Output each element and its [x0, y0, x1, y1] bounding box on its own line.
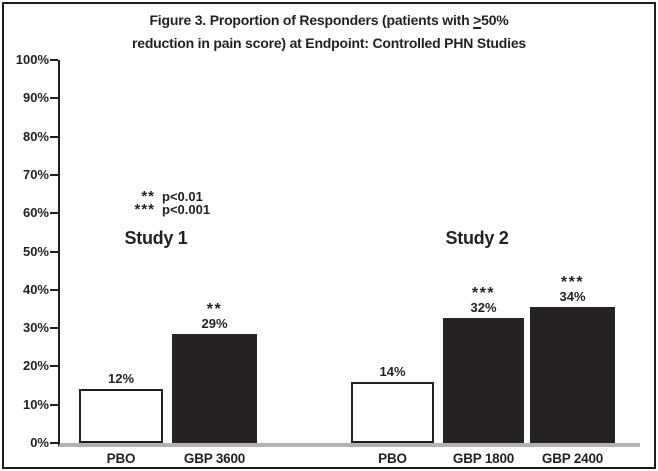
bar-x-label: GBP 1800 — [452, 451, 515, 466]
bar-study1-pbo: 12% PBO — [79, 359, 163, 466]
y-axis-tick — [50, 97, 58, 100]
y-axis-tick — [50, 442, 58, 444]
bar-study1-gbp3600: ** 29% GBP 3600 — [172, 301, 257, 466]
figure-title-line2: reduction in pain score) at Endpoint: Co… — [131, 35, 526, 51]
y-axis-tick-label: 0% — [30, 435, 49, 450]
figure-title: Figure 3. Proportion of Responders (pati… — [0, 9, 658, 55]
y-axis-tick-label: 30% — [22, 320, 49, 336]
greater-equal-sign: > — [473, 12, 482, 28]
bar-value-label: 12% — [107, 371, 135, 386]
legend-marker-double-asterisk: ** — [141, 188, 155, 205]
y-axis-tick-label: 70% — [22, 166, 49, 182]
y-axis-tick-label: 80% — [22, 128, 49, 144]
significance-marker: *** — [560, 274, 585, 291]
bar-value-label: 32% — [470, 300, 497, 315]
bar-value-label: 34% — [559, 289, 586, 304]
y-axis-tick — [50, 135, 58, 138]
bar-value-label: 29% — [201, 316, 228, 331]
bar-rect — [172, 334, 257, 443]
bar-rect — [79, 389, 163, 443]
study1-group-label: Study 1 — [124, 228, 188, 248]
bar-x-label: PBO — [106, 451, 136, 466]
y-axis-labels: 0% 10% 20% 30% 40% 50% 60% 70% 80% 90% 100% — [0, 52, 49, 450]
bar-study2-gbp1800: *** 32% GBP 1800 — [443, 285, 524, 466]
y-axis-tick — [50, 173, 58, 176]
bar-rect — [443, 318, 524, 443]
legend-label: p<0.01 — [162, 189, 203, 204]
legend-marker-triple-asterisk: *** — [134, 201, 155, 218]
significance-marker: ** — [206, 301, 223, 318]
bar-study2-pbo: 14% PBO — [351, 352, 434, 466]
bar-rect — [351, 382, 434, 443]
y-axis-tick — [50, 365, 58, 368]
bar-value-label: 14% — [379, 364, 406, 379]
study2-group-label: Study 2 — [445, 228, 509, 248]
figure-title-line1: Figure 3. Proportion of Responders (pati… — [0, 9, 658, 32]
bar-x-label: GBP 2400 — [541, 451, 604, 466]
y-axis-tick-label: 90% — [22, 90, 49, 106]
y-axis-tick — [50, 212, 58, 215]
legend-row-p001: *** p<0.001 — [132, 201, 211, 218]
y-axis-tick-label: 40% — [22, 281, 49, 297]
y-axis-tick-label: 10% — [22, 396, 49, 412]
y-axis-tick-label: 60% — [22, 205, 49, 221]
bar-x-label: PBO — [378, 451, 407, 466]
y-axis-tick — [50, 327, 58, 330]
bar-rect — [530, 307, 615, 443]
y-axis-tick — [50, 59, 58, 61]
title-text-post: 50% — [481, 12, 509, 28]
title-text-pre: Figure 3. Proportion of Responders (pati… — [149, 12, 474, 28]
legend-row-p01: ** p<0.01 — [132, 188, 210, 205]
bar-study2-gbp2400: *** 34% GBP 2400 — [530, 274, 615, 466]
plot-area: 12% PBO ** 29% GBP 3600 14% PBO *** 32% … — [50, 59, 640, 466]
y-axis-tick-label: 100% — [15, 52, 49, 67]
y-axis-tick — [50, 288, 58, 291]
significance-marker: *** — [471, 285, 496, 302]
y-axis-tick-label: 20% — [22, 358, 49, 374]
bar-x-label: GBP 3600 — [183, 451, 246, 466]
significance-legend: ** p<0.01 *** p<0.001 — [132, 188, 211, 218]
y-axis-tick — [50, 250, 58, 253]
y-axis-tick — [50, 403, 58, 406]
legend-label: p<0.001 — [162, 202, 211, 217]
y-axis-tick-label: 50% — [22, 243, 49, 259]
